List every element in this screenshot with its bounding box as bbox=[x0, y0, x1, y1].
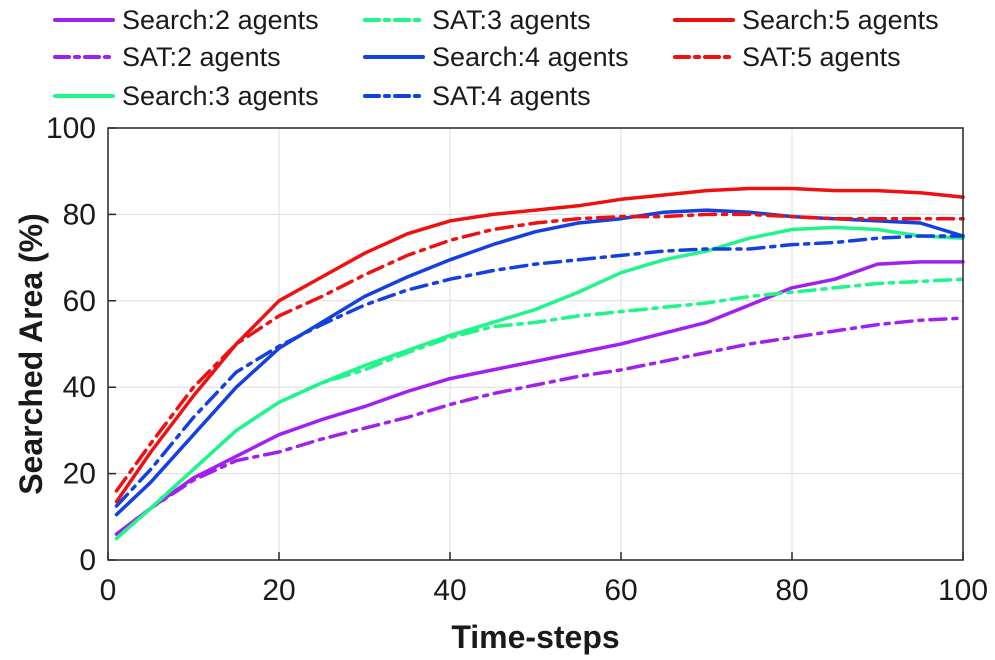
legend-item: SAT:2 agents bbox=[53, 42, 281, 72]
legend-label: Search:4 agents bbox=[432, 42, 629, 72]
legend: Search:2 agents SAT:2 agents Search:3 agen… bbox=[53, 5, 939, 111]
y-tick-label: 40 bbox=[63, 371, 96, 404]
y-tick-label: 60 bbox=[63, 285, 96, 318]
legend-label: Search:5 agents bbox=[742, 5, 939, 35]
x-tick-label: 0 bbox=[100, 574, 117, 607]
y-axis-title: Searched Area (%) bbox=[13, 213, 49, 495]
x-tick-label: 100 bbox=[938, 574, 988, 607]
series-line-6 bbox=[114, 234, 965, 508]
x-tick-label: 80 bbox=[775, 574, 808, 607]
series-line-1 bbox=[114, 260, 965, 536]
legend-item: Search:4 agents bbox=[363, 42, 629, 72]
legend-item: SAT:4 agents bbox=[363, 81, 591, 111]
plot-frame bbox=[107, 127, 964, 561]
x-axis-title: Time-steps bbox=[451, 619, 619, 655]
legend-label: Search:3 agents bbox=[122, 81, 319, 111]
y-tick-label: 80 bbox=[63, 198, 96, 231]
x-tick-label: 60 bbox=[604, 574, 637, 607]
series-line-4 bbox=[114, 277, 965, 541]
series-line-8 bbox=[114, 212, 965, 493]
y-axis-ticks: 0 20 40 60 80 100 bbox=[46, 112, 116, 577]
series-line-5 bbox=[114, 208, 965, 517]
legend-label: SAT:4 agents bbox=[432, 81, 591, 111]
legend-item: SAT:3 agents bbox=[363, 5, 591, 35]
legend-item: Search:2 agents bbox=[53, 5, 319, 35]
legend-label: SAT:2 agents bbox=[122, 42, 281, 72]
x-tick-label: 40 bbox=[433, 574, 466, 607]
series-layer bbox=[114, 186, 965, 541]
legend-item: Search:3 agents bbox=[53, 81, 319, 111]
plot-area bbox=[107, 127, 965, 561]
x-tick-label: 20 bbox=[262, 574, 295, 607]
legend-label: Search:2 agents bbox=[122, 5, 319, 35]
series-line-2 bbox=[114, 316, 965, 536]
legend-label: SAT:5 agents bbox=[742, 42, 901, 72]
y-tick-label: 100 bbox=[46, 112, 96, 145]
legend-item: SAT:5 agents bbox=[673, 42, 901, 72]
y-tick-label: 20 bbox=[63, 458, 96, 491]
legend-item: Search:5 agents bbox=[673, 5, 939, 35]
legend-label: SAT:3 agents bbox=[432, 5, 591, 35]
y-tick-label: 0 bbox=[79, 544, 96, 577]
series-line-7 bbox=[114, 186, 965, 504]
x-axis-ticks: 0 20 40 60 80 100 bbox=[100, 552, 988, 607]
plot-background bbox=[108, 128, 963, 560]
